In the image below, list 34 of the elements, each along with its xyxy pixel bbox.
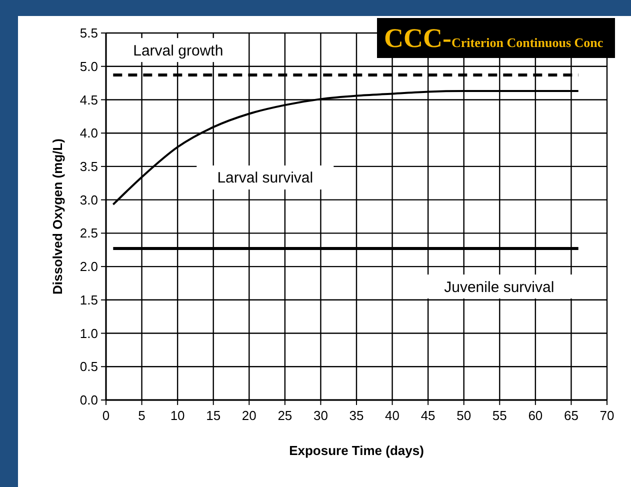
x-tick-label: 25 — [278, 408, 292, 423]
y-tick-label: 3.5 — [80, 159, 98, 174]
x-tick-label: 0 — [102, 408, 110, 423]
x-tick-label: 15 — [206, 408, 221, 423]
x-tick-label: 35 — [349, 408, 364, 423]
y-tick-label: 3.0 — [80, 192, 98, 208]
x-tick-label: 65 — [564, 408, 578, 423]
x-tick-label: 10 — [170, 408, 185, 423]
y-tick-label: 1.0 — [80, 326, 98, 341]
y-tick-label: 5.5 — [80, 26, 98, 41]
y-tick-label: 0.5 — [80, 359, 98, 374]
y-tick-label: 5.0 — [80, 58, 98, 74]
x-tick-label: 55 — [492, 408, 507, 423]
x-tick-label: 45 — [420, 408, 436, 423]
x-tick-label: 30 — [313, 408, 328, 423]
y-axis-title: Dissolved Oxygen (mg/L) — [50, 138, 65, 295]
x-tick-label: 60 — [528, 408, 543, 423]
text: Larval survival — [217, 170, 314, 187]
y-tick-label: 2.5 — [80, 226, 98, 241]
x-tick-label: 20 — [242, 408, 256, 423]
chart-title: CCC- — [384, 23, 452, 53]
x-tick-label: 40 — [385, 408, 400, 423]
y-tick-label: 0.0 — [80, 392, 98, 408]
y-tick-label: 2.0 — [80, 259, 98, 274]
chart-subtitle: Criterion Continuous Conc — [452, 35, 604, 50]
x-tick-label: 50 — [456, 408, 472, 423]
y-tick-label: 4.5 — [80, 92, 98, 108]
text: Juvenile survival — [444, 278, 554, 296]
y-tick-label: 4.0 — [80, 126, 98, 141]
y-tick-label: 1.5 — [80, 292, 98, 308]
series-label: Larval growth — [133, 42, 224, 60]
x-tick-label: 70 — [600, 408, 614, 423]
x-axis-title: Exposure Time (days) — [289, 443, 424, 458]
x-tick-label: 5 — [138, 408, 146, 423]
